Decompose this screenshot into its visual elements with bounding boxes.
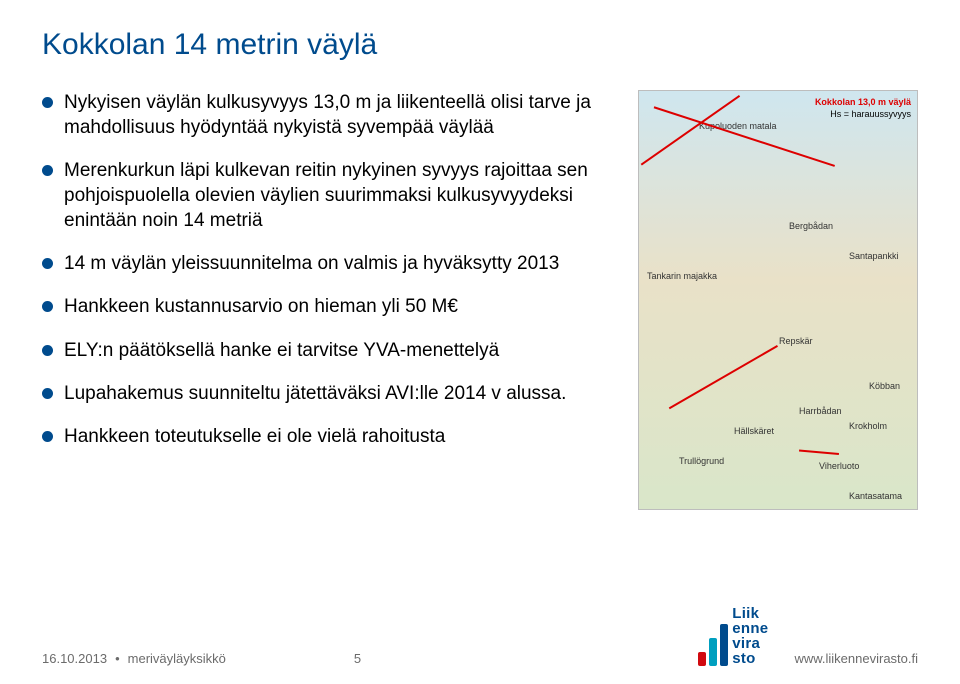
page-title: Kokkolan 14 metrin väylä	[42, 28, 918, 62]
footer-separator: •	[115, 651, 120, 666]
footer-left: 16.10.2013 • meriväyläyksikkö 5	[42, 651, 361, 666]
map-label: Viherluoto	[819, 461, 859, 471]
footer: 16.10.2013 • meriväyläyksikkö 5 Liik enn…	[42, 606, 918, 666]
logo-line: vira	[732, 636, 768, 651]
map-label: Hällskäret	[734, 426, 774, 436]
map-label: Harrbådan	[799, 406, 842, 416]
map-label: Kantasatama	[849, 491, 902, 501]
map-legend-sub: Hs = harauussyvyys	[815, 109, 911, 121]
map-label: Trullögrund	[679, 456, 724, 466]
map-label: Bergbådan	[789, 221, 833, 231]
footer-unit: meriväyläyksikkö	[128, 651, 226, 666]
list-item: Merenkurkun läpi kulkevan reitin nykyine…	[42, 158, 602, 233]
footer-page: 5	[354, 651, 361, 666]
list-item: Lupahakemus suunniteltu jätettäväksi AVI…	[42, 381, 602, 406]
logo-line: enne	[732, 621, 768, 636]
logo-bars-icon	[698, 624, 728, 666]
map-label: Repskär	[779, 336, 813, 346]
footer-url: www.liikennevirasto.fi	[794, 651, 918, 666]
list-item: ELY:n päätöksellä hanke ei tarvitse YVA-…	[42, 338, 602, 363]
logo-text: Liik enne vira sto	[732, 606, 768, 666]
logo: Liik enne vira sto	[698, 606, 768, 666]
map-image: Kokkolan 13,0 m väylä Hs = harauussyvyys…	[638, 90, 918, 510]
list-item: Nykyisen väylän kulkusyvyys 13,0 m ja li…	[42, 90, 602, 140]
footer-date: 16.10.2013	[42, 651, 107, 666]
map-route-line	[669, 345, 778, 409]
footer-right: Liik enne vira sto www.liikennevirasto.f…	[698, 606, 918, 666]
text-column: Nykyisen väylän kulkusyvyys 13,0 m ja li…	[42, 90, 602, 510]
list-item: Hankkeen kustannusarvio on hieman yli 50…	[42, 294, 602, 319]
logo-line: sto	[732, 651, 768, 666]
map-label: Krokholm	[849, 421, 887, 431]
list-item: 14 m väylän yleissuunnitelma on valmis j…	[42, 251, 602, 276]
map-legend-title: Kokkolan 13,0 m väylä	[815, 97, 911, 109]
bullet-list: Nykyisen väylän kulkusyvyys 13,0 m ja li…	[42, 90, 602, 449]
logo-line: Liik	[732, 606, 768, 621]
map-label: Tankarin majakka	[647, 271, 717, 281]
content-row: Nykyisen väylän kulkusyvyys 13,0 m ja li…	[42, 90, 918, 510]
map-label: Köbban	[869, 381, 900, 391]
map-legend: Kokkolan 13,0 m väylä Hs = harauussyvyys	[815, 97, 911, 120]
map-label: Santapankki	[849, 251, 899, 261]
slide: Kokkolan 14 metrin väylä Nykyisen väylän…	[0, 0, 960, 684]
map-column: Kokkolan 13,0 m väylä Hs = harauussyvyys…	[620, 90, 918, 510]
map-route-line	[799, 450, 839, 455]
list-item: Hankkeen toteutukselle ei ole vielä raho…	[42, 424, 602, 449]
